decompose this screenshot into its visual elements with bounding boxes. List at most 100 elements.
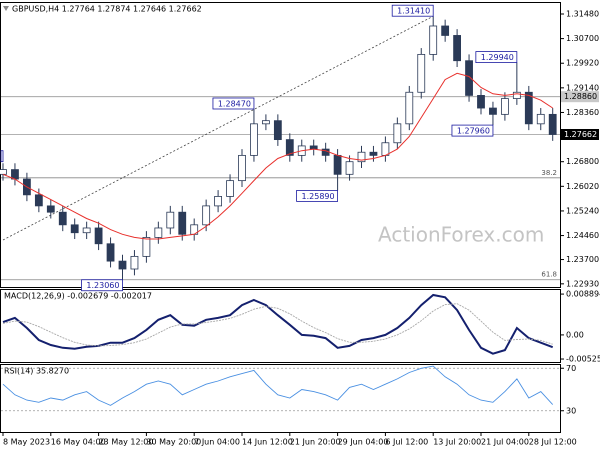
x-tick-label: 29 Jun 04:00 <box>338 438 389 447</box>
price-line-box <box>561 128 599 140</box>
rsi-panel <box>0 364 561 433</box>
price-annotation: 1.27960 <box>457 127 490 136</box>
candle-body <box>524 91 533 125</box>
candle-body <box>226 180 234 197</box>
candle-body <box>178 211 187 235</box>
candle-body <box>333 154 342 175</box>
x-tick-label: 30 May 20:00 <box>146 438 201 447</box>
candle-body <box>261 120 270 125</box>
price-annotation-box <box>0 150 4 163</box>
watermark: ActionForex.com <box>378 223 544 247</box>
price-annotation: 1.31410 <box>397 7 430 16</box>
x-tick-label: 21 Jul 04:00 <box>481 438 529 447</box>
candle-body <box>500 98 509 115</box>
candle-body <box>238 154 246 182</box>
candle-body <box>202 205 211 226</box>
candle-body <box>453 35 462 62</box>
y-tick-label: 0.008894 <box>566 290 600 299</box>
price-annotation: 1.23060 <box>86 281 119 290</box>
y-tick-label: 70 <box>566 364 576 373</box>
price-panel <box>0 2 561 288</box>
price-line-label: 1.27662 <box>564 130 597 139</box>
x-tick-label: 21 Jun 20:00 <box>290 438 341 447</box>
candle-body <box>477 95 485 109</box>
candle-body <box>489 107 497 115</box>
candle-body <box>345 161 354 175</box>
price-annotation-box <box>296 190 339 202</box>
symbol-icon <box>3 6 9 11</box>
candle-body <box>0 169 7 175</box>
indicator-line <box>2 365 554 406</box>
price-line-label: 1.28860 <box>564 92 597 101</box>
y-tick-label: -0.005252 <box>566 355 600 364</box>
x-tick-label: 23 May 12:00 <box>99 438 154 447</box>
candle-body <box>166 211 175 229</box>
candle-body <box>285 139 294 156</box>
y-tick-label: 1.29920 <box>566 59 599 68</box>
trendline <box>2 15 434 241</box>
candle-body <box>118 260 127 270</box>
candle-body <box>536 113 545 125</box>
candle-body <box>94 227 103 245</box>
y-tick-label: 1.30700 <box>566 34 599 43</box>
candle-body <box>465 60 473 96</box>
x-tick-label: 14 Jun 12:00 <box>242 438 293 447</box>
price-annotation-box <box>212 97 255 110</box>
x-tick-label: 28 Jul 12:00 <box>529 438 577 447</box>
panel-title: GBPUSD,H4 1.27764 1.27874 1.27646 1.2766… <box>12 5 202 14</box>
x-tick-label: 7 Jun 04:00 <box>194 438 240 447</box>
candle-body <box>405 91 414 125</box>
x-tick-label: 8 May 2023 <box>3 438 50 447</box>
candle-body <box>142 237 151 257</box>
y-tick-label: 1.25240 <box>566 206 599 215</box>
price-line-box <box>561 91 599 103</box>
candle-body <box>214 196 223 207</box>
candle-body <box>70 224 79 234</box>
candle-body <box>393 123 402 144</box>
candle-body <box>357 151 366 163</box>
indicator-line <box>2 303 553 347</box>
candle-body <box>417 53 426 93</box>
candle-body <box>46 205 55 213</box>
y-tick-label: 1.24460 <box>566 231 599 240</box>
y-tick-label: 1.26020 <box>566 182 599 191</box>
candle-body <box>154 227 163 238</box>
moving-average <box>2 72 553 240</box>
indicator-line <box>2 293 554 355</box>
price-annotation-box <box>81 279 123 292</box>
candle-body <box>548 113 557 135</box>
macd-panel <box>0 289 561 363</box>
y-tick-label: 1.29140 <box>566 83 599 92</box>
x-tick-label: 16 May 04:00 <box>51 438 106 447</box>
panel-title: RSI(14) 35.8270 <box>4 367 69 376</box>
candle-body <box>106 243 115 262</box>
fib-label: 38.2 <box>541 169 557 177</box>
candle-body <box>273 120 282 141</box>
y-tick-label: 0.00 <box>566 330 584 339</box>
fib-label: 61.8 <box>541 271 557 279</box>
candle-body <box>34 194 43 207</box>
candle-body <box>82 227 91 234</box>
panel-title: MACD(12,26,9) -0.002679 -0.002017 <box>4 292 152 301</box>
candle-body <box>130 255 139 270</box>
candle-body <box>512 91 521 99</box>
candle-body <box>429 25 438 55</box>
x-tick-label: 13 Jul 20:00 <box>433 438 481 447</box>
y-tick-label: 1.23700 <box>566 255 599 264</box>
candle-body <box>250 123 258 156</box>
y-tick-label: 1.26800 <box>566 157 599 166</box>
price-annotation-box <box>475 51 518 63</box>
y-tick-label: 1.22930 <box>566 279 599 288</box>
price-annotation: 1.25890 <box>302 192 335 201</box>
y-tick-label: 1.31480 <box>566 9 599 18</box>
price-annotation: 1.29940 <box>481 53 514 62</box>
candle-body <box>58 211 67 226</box>
candle-body <box>369 151 378 156</box>
price-annotation: 1.28470 <box>218 99 251 108</box>
y-tick-label: 30 <box>566 406 576 415</box>
candle-body <box>381 142 390 156</box>
price-annotation-box <box>391 4 434 17</box>
candle-body <box>441 25 450 36</box>
